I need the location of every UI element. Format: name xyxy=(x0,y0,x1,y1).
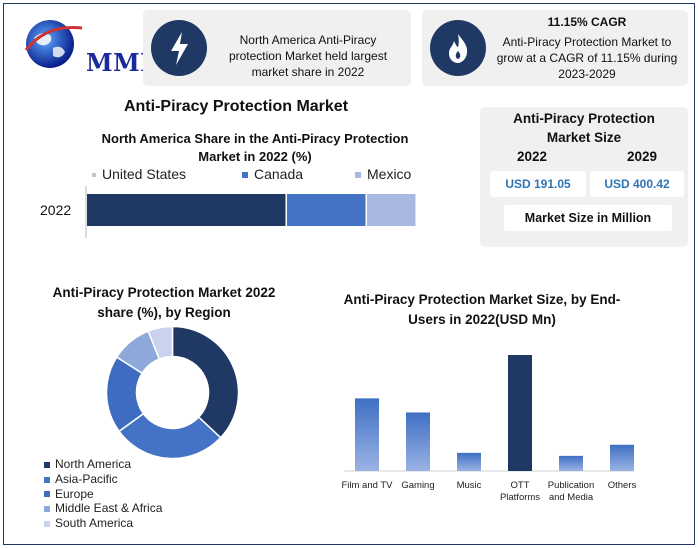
category-label: Others xyxy=(607,480,637,491)
region-legend-label: Europe xyxy=(55,486,94,501)
legend-label-mexico: Mexico xyxy=(367,166,412,182)
market-size-card: Anti-Piracy Protection Market Size 2022 … xyxy=(480,107,688,247)
value-2029-box: USD 400.42 xyxy=(590,171,684,197)
donut-slice-asia-pacific xyxy=(118,412,222,460)
region-legend-swatch xyxy=(44,521,50,528)
bar-segment-united-states xyxy=(87,194,286,226)
main-title: Anti-Piracy Protection Market xyxy=(123,98,349,115)
north-america-chart-title: North America Share in the Anti-Piracy P… xyxy=(101,131,409,164)
legend-swatch-canada xyxy=(242,172,248,179)
year-2029-label: 2029 xyxy=(626,149,658,164)
region-legend-label: North America xyxy=(55,457,132,471)
region-legend-label: South America xyxy=(55,516,134,531)
bar-film-and-tv xyxy=(355,398,379,471)
category-label: Music xyxy=(456,480,482,491)
category-label: OTT Platforms xyxy=(499,480,541,503)
bar-segment-canada xyxy=(287,194,366,226)
card-north-america-text: North America Anti-Piracy protection Mar… xyxy=(228,33,388,79)
value-2022-box: USD 191.05 xyxy=(490,171,586,197)
end-user-bar-chart xyxy=(344,355,634,472)
category-label-2022: 2022 xyxy=(40,202,71,218)
region-legend-item: Middle East & Africa xyxy=(44,501,162,515)
legend-label-canada: Canada xyxy=(254,166,304,182)
north-america-stacked-bar-chart: 2022 xyxy=(40,186,416,238)
region-legend-swatch xyxy=(44,476,50,483)
region-legend-item: Asia-Pacific xyxy=(44,472,118,486)
region-legend-item: South America xyxy=(44,516,133,530)
bar-ott-platforms xyxy=(508,355,532,471)
bar-others xyxy=(610,444,634,471)
region-legend-item: North America xyxy=(44,457,131,471)
category-label: Publication and Media xyxy=(547,480,595,503)
mmr-logo: MMR xyxy=(20,12,160,77)
legend-label-united-states: United States xyxy=(102,166,187,182)
bar-publication-and-media xyxy=(559,455,583,471)
lightning-icon xyxy=(151,20,207,76)
category-label: Gaming xyxy=(401,480,435,491)
cagr-heading: 11.15% CAGR xyxy=(547,15,627,29)
bar-gaming xyxy=(406,412,430,471)
region-donut-chart xyxy=(105,325,240,460)
flame-icon xyxy=(430,20,486,76)
market-size-unit-box: Market Size in Million xyxy=(504,205,672,231)
globe-icon xyxy=(24,20,83,68)
highlight-card-cagr: 11.15% CAGR Anti-Piracy Protection Marke… xyxy=(422,10,688,86)
region-chart-title: Anti-Piracy Protection Market 2022 share… xyxy=(52,285,276,320)
legend-mexico: Mexico xyxy=(355,166,411,182)
year-2022-label: 2022 xyxy=(516,149,548,164)
region-legend-swatch xyxy=(44,506,50,513)
region-legend-item: Europe xyxy=(44,487,94,501)
market-size-title: Anti-Piracy Protection Market Size xyxy=(513,111,655,145)
donut-slice-north-america xyxy=(171,325,240,439)
region-legend-swatch xyxy=(44,491,50,498)
region-legend-label: Middle East & Africa xyxy=(55,501,163,516)
infographic-frame xyxy=(3,3,695,545)
cagr-text: Anti-Piracy Protection Market to grow at… xyxy=(496,35,678,81)
region-legend-label: Asia-Pacific xyxy=(55,471,118,486)
legend-swatch-united-states xyxy=(92,173,96,178)
end-user-chart-title: Anti-Piracy Protection Market Size, by E… xyxy=(343,292,621,327)
bar-music xyxy=(457,452,481,471)
legend-swatch-mexico xyxy=(355,172,361,179)
category-label: Film and TV xyxy=(341,480,393,491)
bar-segment-mexico xyxy=(367,194,416,226)
legend-united-states: United States xyxy=(92,166,186,182)
highlight-card-north-america: North America Anti-Piracy protection Mar… xyxy=(143,10,411,86)
donut-slice-south-america xyxy=(147,325,174,361)
region-legend-swatch xyxy=(44,461,50,468)
legend-canada: Canada xyxy=(242,166,303,182)
